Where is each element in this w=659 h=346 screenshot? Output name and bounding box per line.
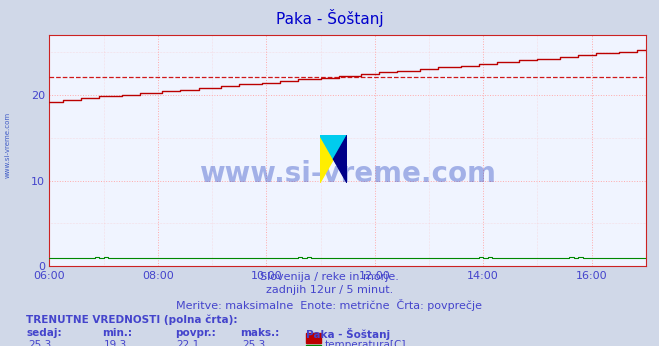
Text: 25,3: 25,3 bbox=[242, 340, 266, 346]
Text: min.:: min.: bbox=[102, 328, 132, 338]
Text: www.si-vreme.com: www.si-vreme.com bbox=[5, 112, 11, 179]
Text: www.si-vreme.com: www.si-vreme.com bbox=[199, 160, 496, 188]
Text: temperatura[C]: temperatura[C] bbox=[325, 340, 407, 346]
Text: Paka - Šoštanj: Paka - Šoštanj bbox=[306, 328, 391, 340]
Text: 22,1: 22,1 bbox=[176, 340, 200, 346]
Text: 19,3: 19,3 bbox=[103, 340, 127, 346]
Text: Paka - Šoštanj: Paka - Šoštanj bbox=[275, 9, 384, 27]
Polygon shape bbox=[320, 135, 347, 159]
Polygon shape bbox=[333, 135, 347, 183]
Text: Meritve: maksimalne  Enote: metrične  Črta: povprečje: Meritve: maksimalne Enote: metrične Črta… bbox=[177, 299, 482, 311]
Text: sedaj:: sedaj: bbox=[26, 328, 62, 338]
Text: zadnjih 12ur / 5 minut.: zadnjih 12ur / 5 minut. bbox=[266, 285, 393, 295]
Text: maks.:: maks.: bbox=[241, 328, 280, 338]
Text: TRENUTNE VREDNOSTI (polna črta):: TRENUTNE VREDNOSTI (polna črta): bbox=[26, 315, 238, 325]
Polygon shape bbox=[320, 135, 333, 183]
Text: Slovenija / reke in morje.: Slovenija / reke in morje. bbox=[260, 272, 399, 282]
Text: povpr.:: povpr.: bbox=[175, 328, 215, 338]
Text: 25,3: 25,3 bbox=[28, 340, 51, 346]
